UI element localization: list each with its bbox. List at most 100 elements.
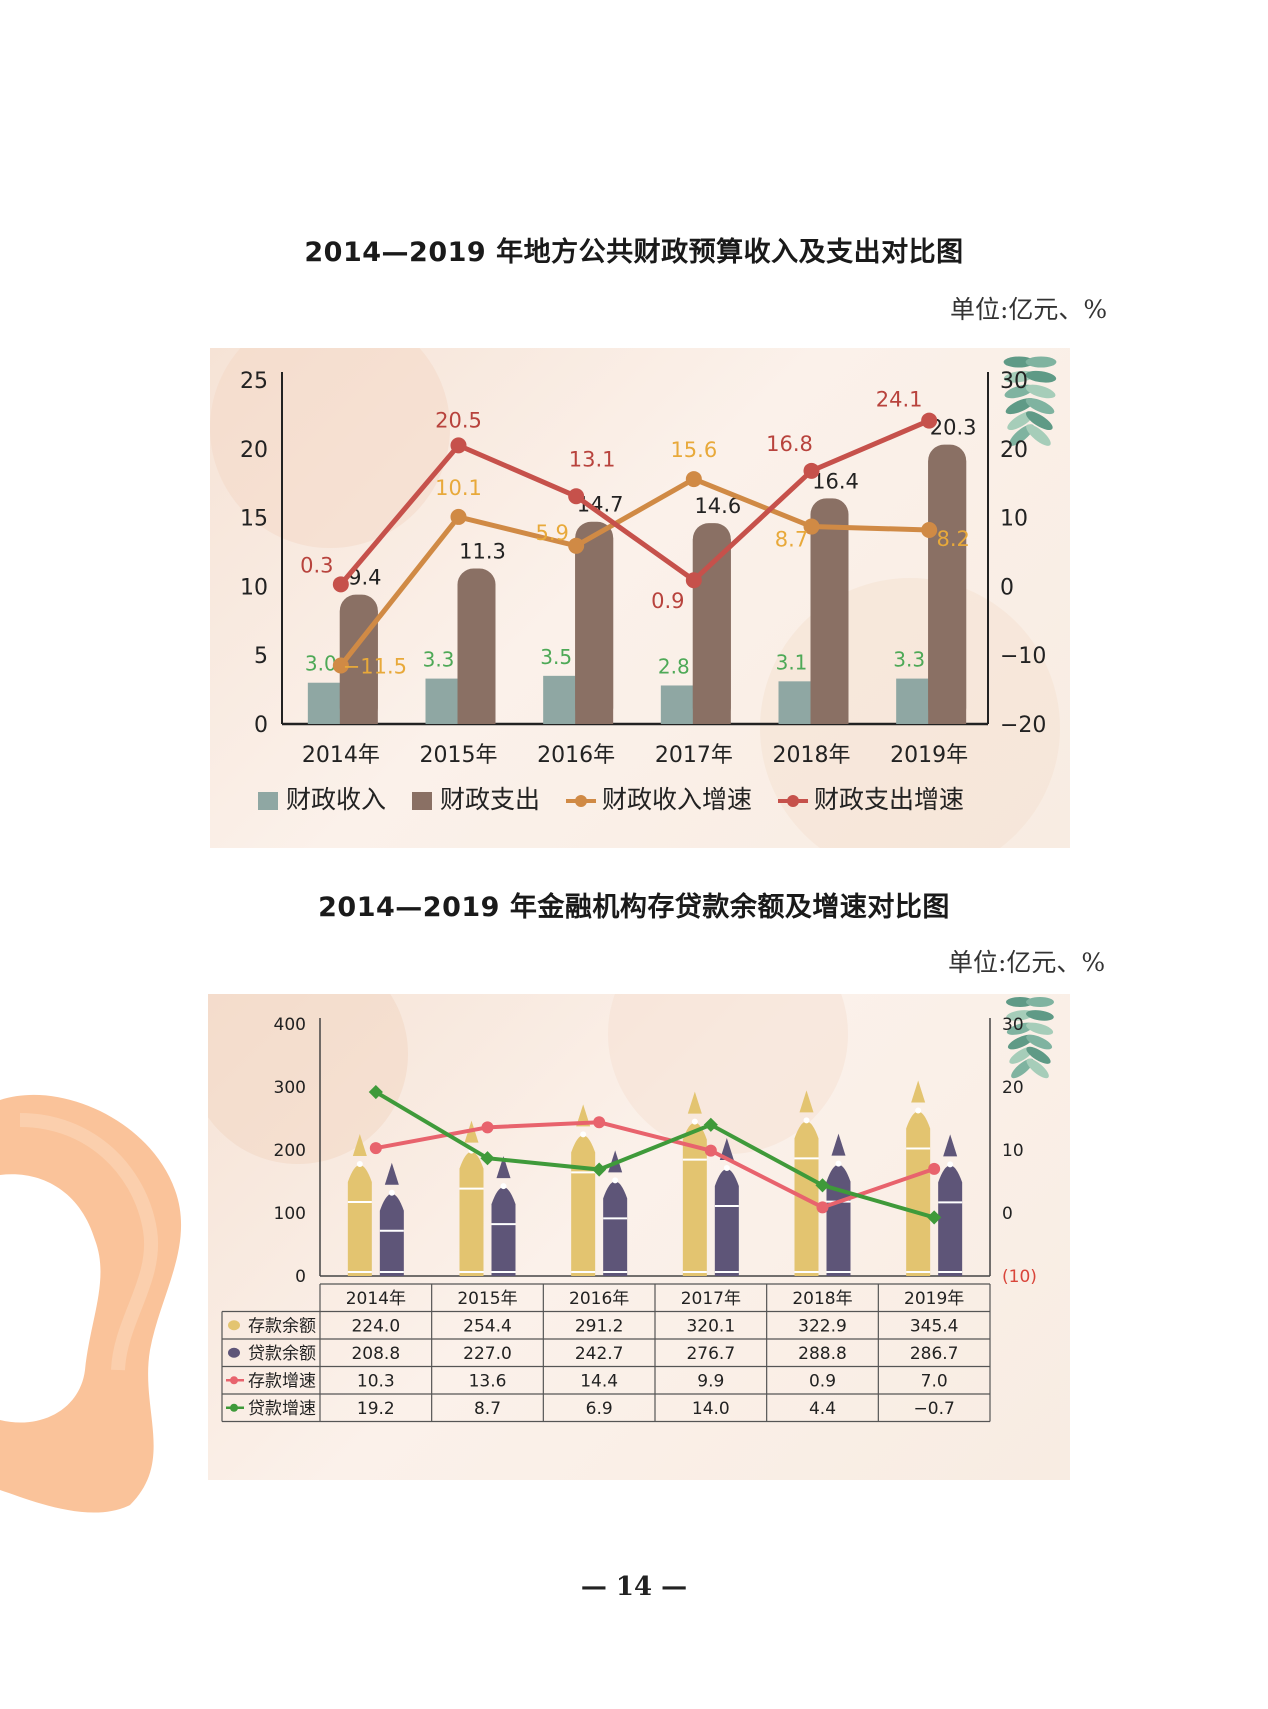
revenue-label: 2.8: [658, 654, 690, 678]
point-expenditure-growth: [450, 437, 467, 454]
table-cell: 19.2: [357, 1399, 395, 1419]
pen-loan-balance-nib: [831, 1133, 846, 1156]
bar-fiscal-expenditure-body: [575, 537, 614, 724]
leaf-blade: [1026, 1010, 1054, 1021]
table-cell: 242.7: [575, 1344, 624, 1364]
pen-loan-balance-nib: [384, 1162, 399, 1185]
table-cell: 14.4: [580, 1372, 618, 1392]
table-cell: 7.0: [921, 1372, 948, 1392]
legend-swatch: [258, 792, 278, 810]
point-expenditure-growth: [921, 412, 938, 429]
table-cell: 291.2: [575, 1317, 624, 1337]
pen-loan-balance-body: [826, 1164, 851, 1276]
point-deposit-growth: [369, 1142, 382, 1155]
table-cell: 14.0: [692, 1399, 730, 1419]
table-header: 2014年: [346, 1289, 406, 1309]
table-cell: 288.8: [798, 1344, 847, 1364]
y-left-tick: 300: [274, 1078, 306, 1098]
leaf-blade: [1025, 356, 1057, 368]
pen-deposit-balance: [906, 1080, 931, 1276]
pen-loan-balance-body: [379, 1193, 404, 1276]
pen-loan-balance: [379, 1162, 404, 1276]
point-expenditure-growth: [332, 576, 349, 593]
table-cell: 320.1: [686, 1317, 735, 1337]
leaf-decoration: [1006, 997, 1054, 1079]
pen-loan-balance-hole: [947, 1161, 954, 1168]
pen-loan-balance-hole: [500, 1183, 507, 1190]
chart1-legend: 财政收入 财政支出 财政收入增速 财政支出增速: [258, 785, 964, 814]
page-number: — 14 —: [580, 1572, 688, 1602]
pen-loan-balance-hole: [612, 1177, 619, 1184]
legend-label: 财政收入: [286, 785, 386, 814]
y-right-tick: 0: [1002, 1204, 1013, 1224]
point-revenue-growth: [921, 521, 938, 538]
x-tick-label: 2019年: [890, 743, 968, 768]
point-deposit-growth: [593, 1116, 606, 1129]
point-revenue-growth: [685, 471, 702, 488]
pen-deposit-balance: [682, 1091, 707, 1276]
leaf-blade: [1026, 1058, 1049, 1079]
expenditure-label: 11.3: [459, 540, 506, 564]
pen-deposit-balance-body: [347, 1165, 372, 1276]
point-expenditure-growth: [685, 572, 702, 589]
y-right-tick: 20: [1002, 1078, 1024, 1098]
leaf-blade: [1026, 1022, 1054, 1035]
pen-deposit-balance-body: [571, 1135, 596, 1276]
table-cell: 4.4: [809, 1399, 836, 1419]
expenditure-growth-label: 24.1: [876, 388, 923, 412]
table-cell: 208.8: [351, 1344, 400, 1364]
pen-deposit-balance-nib: [687, 1091, 702, 1114]
pen-loan-balance-body: [491, 1187, 516, 1276]
table-cell: −0.7: [914, 1399, 955, 1419]
pen-loan-balance-hole: [835, 1160, 842, 1167]
bar-fiscal-expenditure-body: [928, 460, 967, 724]
bar-fiscal-revenue: [660, 685, 697, 724]
legend-label: 财政支出增速: [814, 785, 964, 814]
pen-deposit-balance-nib: [352, 1134, 367, 1157]
bar-fiscal-revenue: [896, 678, 933, 724]
leaf-blade: [1026, 1046, 1051, 1064]
point-revenue-growth: [803, 518, 820, 535]
bar-fiscal-revenue: [307, 682, 344, 724]
legend-marker: [787, 795, 799, 807]
point-deposit-growth: [704, 1144, 717, 1157]
chart2-unit: 单位:亿元、%: [948, 948, 1106, 977]
table-cell: 0.9: [809, 1372, 836, 1392]
y-left-tick: 10: [240, 575, 268, 600]
table-cell: 13.6: [469, 1372, 507, 1392]
table-cell: 276.7: [686, 1344, 735, 1364]
table-cell: 254.4: [463, 1317, 512, 1337]
table-cell: 10.3: [357, 1372, 395, 1392]
pen-loan-balance: [714, 1137, 739, 1276]
pen-deposit-balance-nib: [911, 1080, 926, 1103]
table-legend-marker: [230, 1376, 238, 1385]
point-loan-growth: [927, 1210, 942, 1225]
expenditure-label: 14.6: [694, 494, 741, 518]
y-left-tick: 0: [254, 713, 268, 738]
bg-blob: [608, 994, 848, 1154]
point-deposit-growth: [816, 1201, 829, 1214]
y-right-tick: 20: [1000, 438, 1028, 463]
expenditure-growth-label: 20.5: [435, 408, 482, 432]
bg-blob: [208, 994, 408, 1164]
y-right-tick: −10: [1000, 644, 1046, 669]
point-revenue-growth: [568, 537, 585, 554]
table-cell: 9.9: [697, 1372, 724, 1392]
pen-deposit-balance-body: [682, 1122, 707, 1276]
pen-loan-balance: [938, 1134, 963, 1276]
table-legend-marker: [230, 1403, 238, 1412]
table-cell: 6.9: [586, 1399, 613, 1419]
table-cell: 227.0: [463, 1344, 512, 1364]
bar-fiscal-revenue: [543, 675, 580, 724]
chart1-unit: 单位:亿元、%: [950, 295, 1108, 324]
table-cell: 8.7: [474, 1399, 501, 1419]
pen-loan-balance: [491, 1156, 516, 1276]
pen-loan-balance-body: [714, 1168, 739, 1276]
point-revenue-growth: [450, 508, 467, 525]
pen-loan-balance-hole: [388, 1189, 395, 1196]
line-expenditure-growth: [338, 418, 931, 586]
y-right-tick: 30: [1002, 1015, 1024, 1035]
revenue-growth-label: 10.1: [435, 476, 482, 500]
